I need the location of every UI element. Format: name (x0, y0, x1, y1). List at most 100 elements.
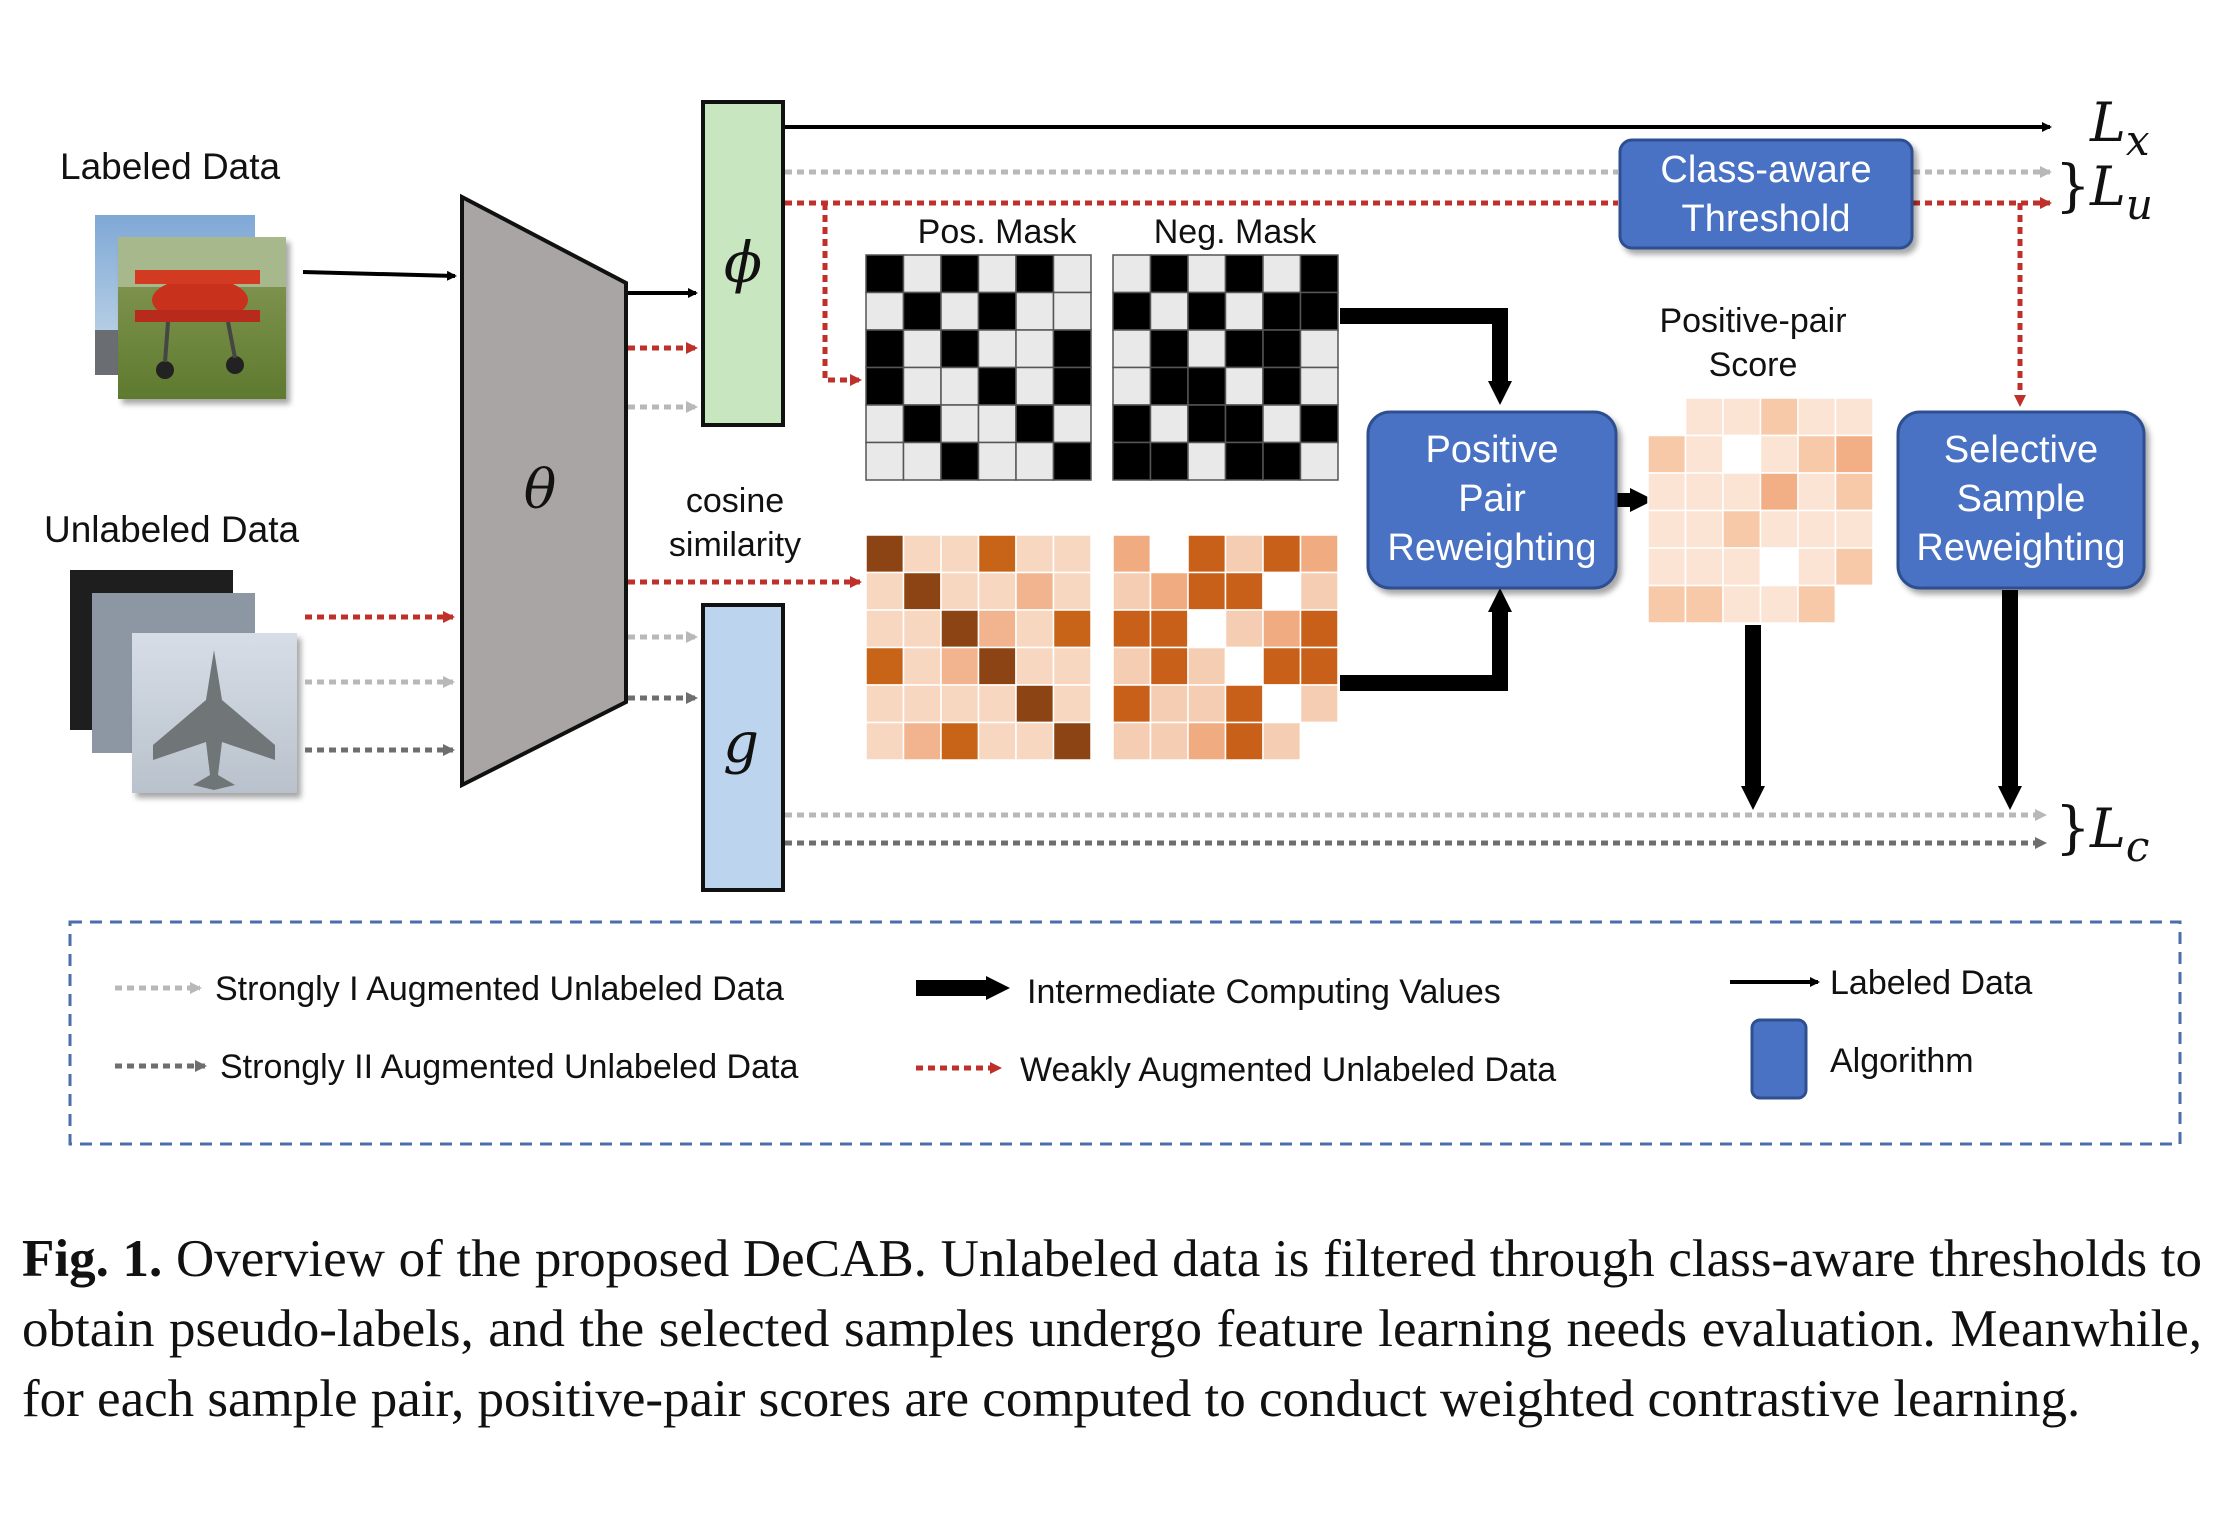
score-cell (1759, 397, 1799, 437)
similarity-cell (940, 571, 980, 611)
neg-mask-cell (1299, 291, 1339, 331)
similarity-cell (1052, 571, 1092, 611)
pos-mask-cell (1015, 366, 1055, 406)
ppr-line1: Positive (1425, 429, 1558, 471)
score-cell (1647, 509, 1687, 549)
neg-mask-cell (1187, 329, 1227, 369)
pos-mask-cell (940, 441, 980, 481)
neg-mask-cell (1299, 329, 1339, 369)
class-aware-threshold-box (1618, 138, 1914, 250)
labeled-images (95, 215, 286, 399)
ssr-line2: Sample (1957, 478, 2086, 520)
pos-mask-grid (865, 254, 1092, 481)
similarity-cell (940, 684, 980, 724)
legend-intermediate-text: Intermediate Computing Values (1027, 973, 1501, 1011)
pos-mask-cell (977, 254, 1017, 294)
similarity-cell (1262, 721, 1302, 761)
lx-loss: Lx (2089, 91, 2150, 165)
legend-weak-text: Weakly Augmented Unlabeled Data (1020, 1051, 1556, 1089)
neg-mask-cell (1149, 254, 1189, 294)
pos-mask-cell (1052, 329, 1092, 369)
similarity-cell (940, 534, 980, 574)
lu-loss: Lu (2089, 155, 2153, 229)
neg-mask-cell (1149, 404, 1189, 444)
neg-mask-cell (1149, 441, 1189, 481)
similarity-cell (1187, 721, 1227, 761)
neg-mask-cell (1187, 254, 1227, 294)
similarity-cell (1187, 684, 1227, 724)
score-cell (1647, 397, 1687, 437)
similarity-cell (1299, 534, 1339, 574)
similarity-cell (977, 646, 1017, 686)
score-cell (1722, 584, 1762, 624)
neg-mask-cell (1262, 404, 1302, 444)
pos-mask-cell (902, 441, 942, 481)
similarity-cell (1299, 609, 1339, 649)
pos-mask-cell (902, 404, 942, 444)
pos-mask-cell (865, 441, 905, 481)
similarity-cell (1262, 609, 1302, 649)
neg-mask-grid (1112, 254, 1339, 481)
positive-pair-score-heatmap (1647, 397, 1874, 624)
legend-box (68, 920, 2182, 1146)
pos-mask-cell (902, 366, 942, 406)
score-cell (1834, 472, 1874, 512)
pos-mask-cell (977, 291, 1017, 331)
score-cell (1722, 472, 1762, 512)
pos-mask-cell (1015, 329, 1055, 369)
neg-mask-cell (1224, 404, 1264, 444)
score-cell (1759, 434, 1799, 474)
similarity-cell (1262, 646, 1302, 686)
score-cell (1759, 509, 1799, 549)
similarity-cell (1052, 534, 1092, 574)
lc-brace: } (2055, 796, 2091, 861)
encoder-theta (460, 193, 628, 789)
pos-mask-cell (865, 366, 905, 406)
neg-mask-cell (1299, 366, 1339, 406)
neg-mask-cell (1112, 254, 1152, 294)
neg-mask-cell (1149, 291, 1189, 331)
similarity-cell (1224, 609, 1264, 649)
similarity-cell (1112, 721, 1152, 761)
phi-head (701, 100, 785, 427)
similarity-cell (902, 646, 942, 686)
similarity-cell (1187, 534, 1227, 574)
score-cell (1834, 397, 1874, 437)
figure-caption: Fig. 1. Overview of the proposed DeCAB. … (22, 1224, 2202, 1434)
similarity-cell (977, 684, 1017, 724)
similarity-cell (1224, 646, 1264, 686)
similarity-heatmap-right (1112, 534, 1339, 761)
pos-mask-cell (1052, 291, 1092, 331)
positive-pair-reweighting-box (1366, 410, 1618, 590)
cosine-label-2: similarity (669, 526, 801, 564)
neg-mask-cell (1187, 366, 1227, 406)
selective-sample-reweighting-box (1896, 410, 2146, 590)
score-cell (1647, 434, 1687, 474)
phi-symbol: ϕ (724, 231, 762, 296)
similarity-cell (865, 684, 905, 724)
score-cell (1647, 584, 1687, 624)
unlabeled-images (70, 570, 297, 793)
legend-strong1-text: Strongly I Augmented Unlabeled Data (215, 970, 784, 1008)
pos-mask-cell (977, 441, 1017, 481)
score-cell (1759, 584, 1799, 624)
similarity-cell (1015, 646, 1055, 686)
score-cell (1684, 547, 1724, 587)
similarity-cell (1052, 684, 1092, 724)
score-cell (1684, 397, 1724, 437)
neg-mask-cell (1112, 441, 1152, 481)
score-cell (1684, 509, 1724, 549)
pos-mask-cell (977, 366, 1017, 406)
similarity-cell (977, 571, 1017, 611)
threshold-line2: Threshold (1682, 198, 1851, 240)
pos-mask-cell (1015, 291, 1055, 331)
pos-mask-cell (865, 404, 905, 444)
similarity-cell (1149, 534, 1189, 574)
score-cell (1759, 547, 1799, 587)
similarity-cell (1299, 721, 1339, 761)
similarity-cell (1112, 534, 1152, 574)
caption-text: Overview of the proposed DeCAB. Unlabele… (22, 1230, 2203, 1428)
neg-mask-cell (1262, 441, 1302, 481)
similarity-cell (1149, 684, 1189, 724)
labeled-input-arrow (302, 270, 457, 281)
